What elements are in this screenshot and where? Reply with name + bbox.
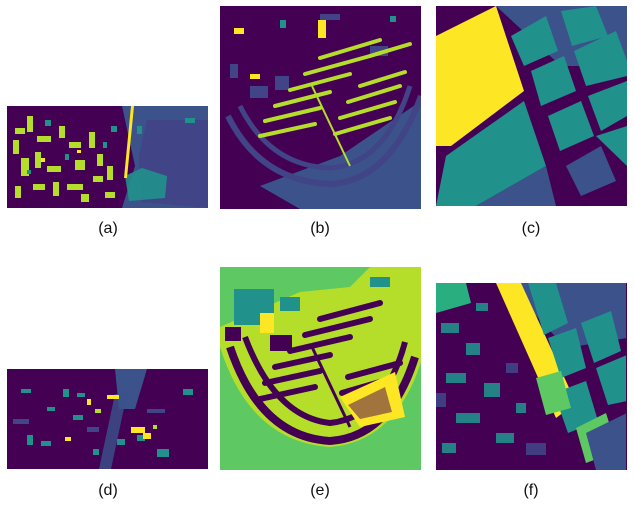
panel-c: [436, 6, 627, 206]
panel-b: [220, 6, 421, 209]
panel-e-map: [220, 267, 421, 470]
panel-d-map: [7, 369, 208, 469]
panel-f-map: [436, 283, 627, 470]
caption-a: (a): [98, 220, 118, 237]
panel-d: [7, 369, 208, 469]
panel-e: [220, 267, 421, 470]
caption-f: (f): [523, 482, 539, 499]
panel-a: [7, 106, 208, 208]
caption-c: (c): [521, 220, 541, 237]
panel-b-map: [220, 6, 421, 209]
caption-b: (b): [310, 220, 330, 237]
caption-d: (d): [98, 482, 118, 499]
panel-f: [436, 283, 627, 470]
panel-c-map: [436, 6, 627, 206]
panel-a-map: [7, 106, 208, 208]
caption-e: (e): [310, 482, 330, 499]
